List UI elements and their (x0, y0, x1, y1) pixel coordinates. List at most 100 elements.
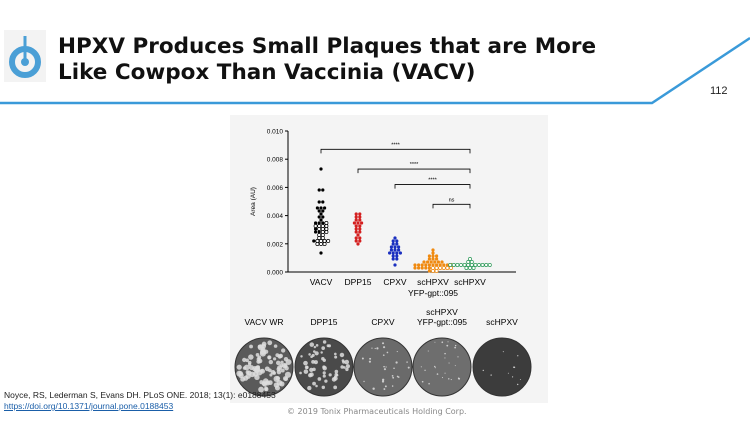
plaque-spot (313, 345, 317, 349)
plaque-spot (331, 377, 337, 382)
plaque-spot (444, 357, 446, 359)
plaque-spot (383, 388, 386, 391)
plaque-spot (343, 366, 346, 369)
data-point (420, 266, 424, 270)
plaque-spot (299, 371, 302, 375)
data-point (321, 188, 325, 192)
data-point (358, 236, 362, 240)
plaque-spot (321, 385, 326, 390)
significance-label: **** (428, 178, 437, 184)
data-point (354, 212, 358, 216)
data-point (429, 260, 433, 264)
data-point (393, 248, 397, 252)
slide-title: HPXV Produces Small Plaques that are Mor… (58, 34, 596, 86)
plaque-spot (273, 344, 278, 348)
data-point (441, 266, 446, 270)
data-point (433, 260, 437, 264)
plaque-spot (396, 350, 398, 353)
plaque-spot (444, 372, 446, 374)
data-point (436, 260, 440, 264)
plaque-spot (457, 356, 459, 358)
plaque-spot (322, 371, 326, 375)
plaque-spot (407, 366, 410, 369)
plaque-spot (326, 344, 330, 348)
plaque-spot (334, 355, 338, 359)
plaque-spot (361, 357, 364, 360)
plaque-spot (236, 364, 242, 370)
plaque-spot (441, 341, 444, 344)
data-point (427, 257, 431, 261)
plaque-spot (371, 347, 373, 349)
plaque-area-chart: 0.000 0.002 0.004 0.006 0.008 0.010 Area (AU) V… (234, 129, 532, 397)
data-point (424, 263, 428, 267)
plaque-spot (268, 359, 274, 365)
citation-link[interactable]: https://doi.org/10.1371/journal.pone.018… (4, 401, 174, 411)
x-tick-label: CPXV (383, 277, 406, 287)
significance-label: ns (449, 197, 455, 203)
data-point (317, 188, 321, 192)
data-point (393, 236, 397, 240)
plaque-spot (303, 369, 309, 374)
data-point (358, 215, 362, 219)
plaque-spot (248, 354, 254, 360)
plaque-spot (511, 376, 514, 378)
data-point (438, 263, 442, 267)
data-point (480, 263, 485, 267)
plaque-spot (315, 384, 318, 388)
data-point (471, 266, 476, 270)
data-point (413, 263, 417, 267)
plaque-spot (328, 373, 332, 377)
x-tick-label: scHPXV (417, 277, 449, 287)
data-point (317, 221, 321, 225)
plaque-spot (454, 365, 456, 367)
data-point (321, 200, 325, 204)
plaque-spot (320, 351, 323, 354)
plaque-spot (458, 377, 461, 380)
plaque-spot (281, 348, 286, 353)
data-point (354, 224, 358, 228)
plaque-spot (267, 355, 272, 360)
data-point (314, 221, 318, 225)
y-tick-label: 0.004 (267, 213, 284, 220)
y-tick-label: 0.000 (267, 270, 284, 277)
data-point (427, 269, 431, 273)
plaque-spot (333, 385, 338, 390)
plaque-spot (300, 355, 303, 358)
plaque-spot (513, 366, 516, 369)
data-point (323, 206, 327, 210)
data-point (442, 263, 446, 267)
data-point (319, 212, 323, 216)
plaque-spot (314, 351, 319, 356)
plaque-spot (304, 365, 309, 370)
plaque-spot (386, 351, 389, 354)
citation: Noyce, RS, Lederman S, Evans DH. PLoS ON… (4, 390, 276, 412)
plaque-spot (322, 374, 326, 378)
data-point (358, 224, 362, 228)
plaque-spot (309, 367, 314, 372)
y-tick-label: 0.010 (267, 129, 284, 136)
plaque-spot (335, 373, 339, 377)
plaque-spot (393, 367, 395, 370)
plaque-spot (334, 352, 337, 356)
data-point (356, 242, 360, 246)
plaque-spot (278, 353, 284, 359)
data-point (319, 251, 323, 255)
data-point (427, 266, 431, 270)
plaque-spot (384, 385, 387, 388)
plaque-spot (268, 368, 272, 373)
data-point (356, 233, 360, 237)
data-point (322, 242, 327, 246)
plaque-spot (345, 364, 351, 369)
data-point (358, 230, 362, 234)
plaque-spot (317, 377, 322, 381)
plaque-spot (257, 344, 264, 351)
plaque-spot (276, 380, 283, 386)
plaque-spot (321, 346, 326, 350)
plaque-label: scHPXV (486, 317, 518, 327)
plaque-spot (381, 378, 385, 381)
plaque-spot (436, 373, 439, 375)
data-point (317, 215, 321, 219)
plaque-spot (274, 385, 280, 391)
plaque-spot (308, 353, 311, 356)
x-tick-label: scHPXV (454, 277, 486, 287)
